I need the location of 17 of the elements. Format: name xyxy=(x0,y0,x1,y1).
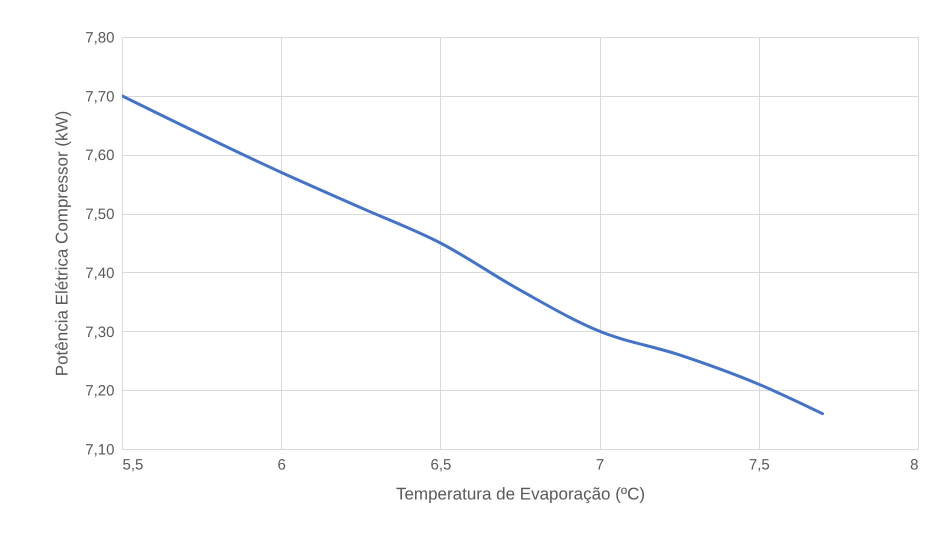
y-axis-title: Potência Elétrica Compressor (kW) xyxy=(52,110,72,376)
y-tick-label: 7,30 xyxy=(85,324,114,341)
y-tick-label: 7,80 xyxy=(85,30,114,46)
x-tick-label: 5,5 xyxy=(122,456,144,474)
line-series xyxy=(122,94,824,416)
x-tick-label: 7,5 xyxy=(748,456,770,474)
y-tick-label: 7,50 xyxy=(85,206,114,224)
y-tick-label: 7,60 xyxy=(85,147,114,164)
y-tick-label: 7,40 xyxy=(85,264,114,282)
y-tick-label: 7,70 xyxy=(85,88,114,106)
x-tick-label: 6 xyxy=(278,456,286,474)
x-tick-label: 7 xyxy=(596,456,604,474)
x-axis-title: Temperatura de Evaporação (ºC) xyxy=(396,484,646,504)
x-tick-label: 6,5 xyxy=(430,456,452,474)
y-tick-label: 7,20 xyxy=(85,382,114,400)
y-tick-label: 7,10 xyxy=(85,442,114,458)
x-tick-label: 8 xyxy=(910,456,918,474)
